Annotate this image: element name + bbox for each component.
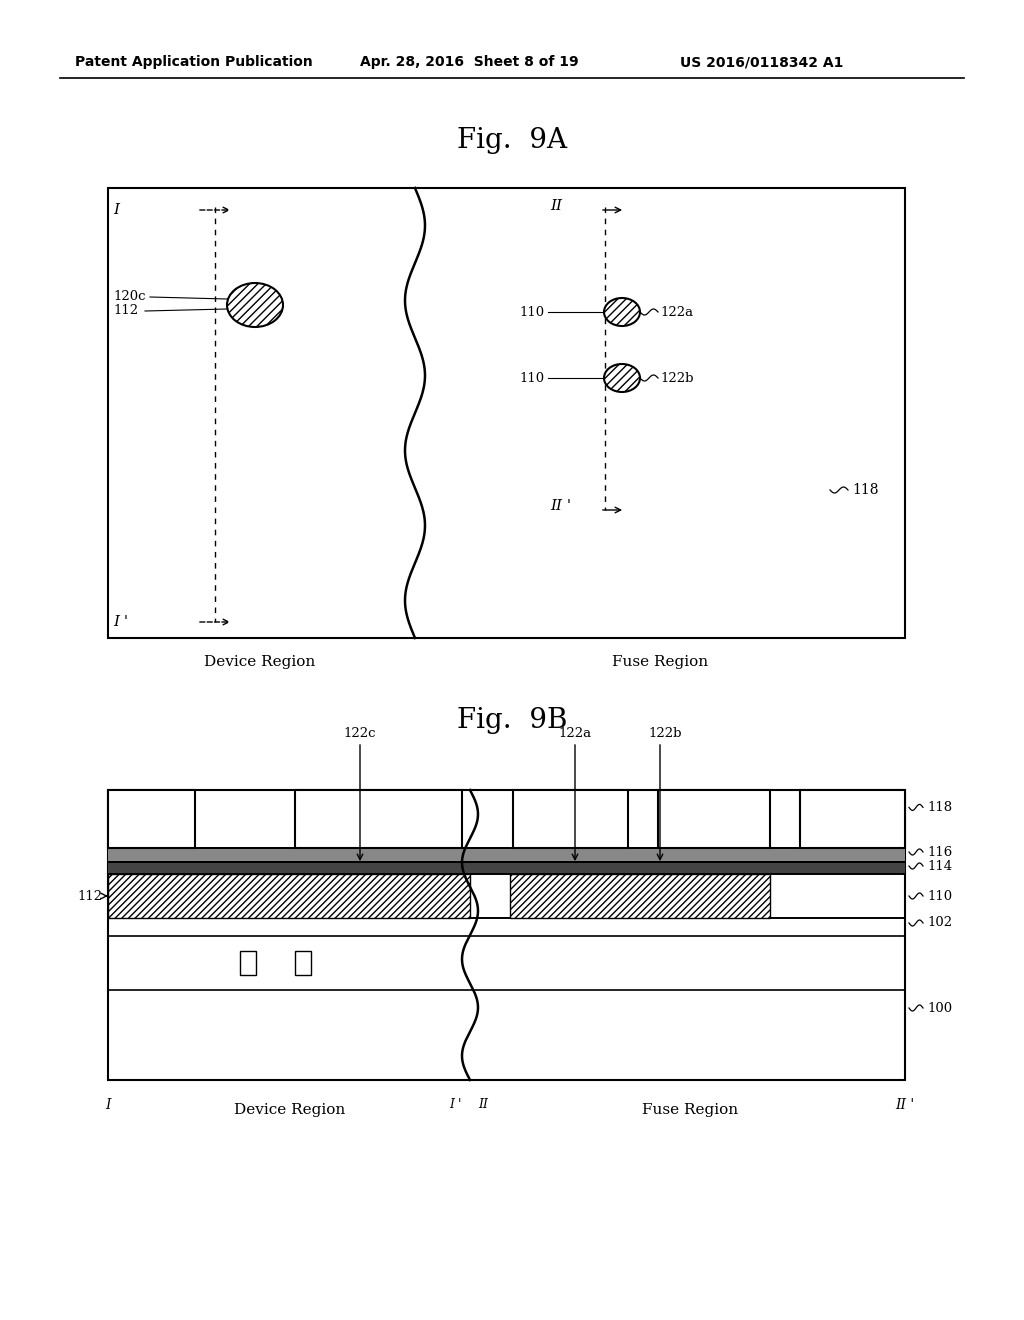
Text: 122c: 122c (344, 727, 376, 741)
Text: 110: 110 (927, 890, 952, 903)
Text: US 2016/0118342 A1: US 2016/0118342 A1 (680, 55, 844, 69)
Bar (295, 950, 311, 975)
Bar (108, 862, 905, 874)
Bar (513, 789, 628, 847)
Text: II: II (550, 199, 562, 213)
Bar (108, 789, 195, 847)
Text: Fuse Region: Fuse Region (642, 1104, 738, 1117)
Text: 118: 118 (927, 801, 952, 814)
Text: 116: 116 (927, 846, 952, 858)
Text: Apr. 28, 2016  Sheet 8 of 19: Apr. 28, 2016 Sheet 8 of 19 (360, 55, 579, 69)
Text: 122a: 122a (660, 305, 693, 318)
Text: II ': II ' (895, 1098, 914, 1111)
Text: 122b: 122b (660, 371, 693, 384)
Bar (108, 789, 905, 1080)
Text: Device Region: Device Region (205, 655, 315, 669)
Text: Fuse Region: Fuse Region (612, 655, 708, 669)
Bar (108, 187, 905, 638)
Text: Patent Application Publication: Patent Application Publication (75, 55, 312, 69)
Ellipse shape (604, 298, 640, 326)
Text: 100: 100 (927, 1002, 952, 1015)
Bar (295, 789, 462, 847)
Bar (108, 874, 470, 917)
Text: 120c: 120c (113, 289, 145, 302)
Text: I ': I ' (113, 615, 128, 630)
Bar (108, 847, 905, 862)
Text: 118: 118 (852, 483, 879, 498)
Text: 122a: 122a (558, 727, 592, 741)
Bar (800, 789, 905, 847)
Text: II ': II ' (550, 499, 571, 513)
Text: Fig.  9B: Fig. 9B (457, 706, 567, 734)
Text: 110: 110 (520, 305, 545, 318)
Text: 110: 110 (520, 371, 545, 384)
Text: I ': I ' (450, 1098, 462, 1111)
Ellipse shape (227, 282, 283, 327)
Text: Device Region: Device Region (234, 1104, 346, 1117)
Text: 122b: 122b (648, 727, 682, 741)
Text: I: I (105, 1098, 111, 1111)
Bar (658, 789, 770, 847)
Ellipse shape (604, 364, 640, 392)
Text: 112: 112 (113, 304, 138, 317)
Text: I: I (113, 203, 119, 216)
Text: 114: 114 (927, 859, 952, 873)
Text: 112: 112 (78, 890, 103, 903)
Bar (510, 874, 770, 917)
Text: II: II (478, 1098, 488, 1111)
Bar (240, 950, 256, 975)
Text: 102: 102 (927, 916, 952, 929)
Text: Fig.  9A: Fig. 9A (457, 127, 567, 153)
